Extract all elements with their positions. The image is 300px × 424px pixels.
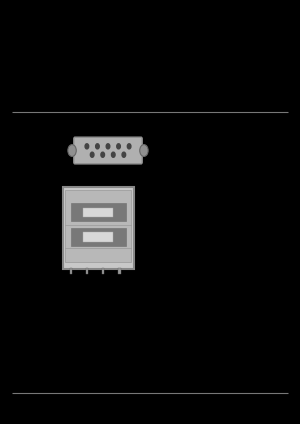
Bar: [86, 268, 88, 274]
Bar: [118, 268, 121, 274]
Circle shape: [90, 152, 94, 157]
Circle shape: [101, 152, 104, 157]
FancyBboxPatch shape: [74, 137, 142, 164]
Bar: [65, 190, 131, 262]
Circle shape: [112, 152, 115, 157]
Bar: [63, 187, 134, 269]
Circle shape: [85, 144, 89, 149]
Circle shape: [140, 145, 148, 156]
Bar: [71, 228, 126, 246]
Circle shape: [127, 144, 131, 149]
Bar: [70, 268, 72, 274]
Bar: [83, 208, 113, 217]
Circle shape: [106, 144, 110, 149]
Bar: [102, 268, 104, 274]
Bar: [71, 203, 126, 221]
Circle shape: [68, 145, 76, 156]
Bar: [83, 232, 113, 242]
Circle shape: [122, 152, 126, 157]
Circle shape: [96, 144, 99, 149]
Circle shape: [117, 144, 120, 149]
